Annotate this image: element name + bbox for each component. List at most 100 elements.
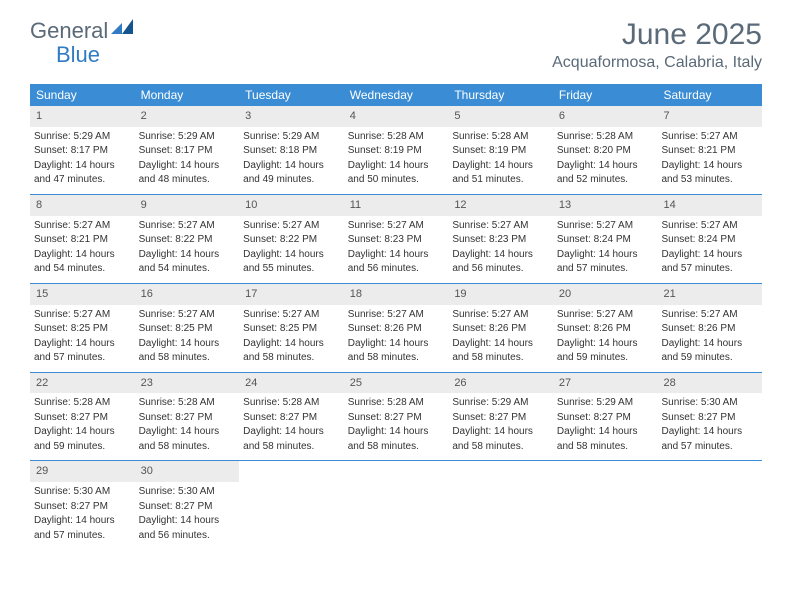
day-line: and 58 minutes.	[452, 440, 549, 454]
day-line: Sunrise: 5:27 AM	[661, 308, 758, 322]
day-line: Sunset: 8:23 PM	[348, 233, 445, 247]
day-line: Sunset: 8:20 PM	[557, 144, 654, 158]
day-line: Daylight: 14 hours	[661, 159, 758, 173]
day-number: 24	[239, 373, 344, 394]
day-line: Daylight: 14 hours	[139, 337, 236, 351]
day-number: 11	[344, 195, 449, 216]
day-cell: 28Sunrise: 5:30 AMSunset: 8:27 PMDayligh…	[657, 373, 762, 461]
day-line: Sunset: 8:17 PM	[34, 144, 131, 158]
day-line: Daylight: 14 hours	[452, 159, 549, 173]
day-line: Daylight: 14 hours	[139, 425, 236, 439]
weekday-header: Sunday	[30, 84, 135, 106]
logo-subline: Blue	[56, 42, 100, 68]
day-line: Daylight: 14 hours	[557, 337, 654, 351]
day-line: Sunset: 8:22 PM	[139, 233, 236, 247]
day-content: Sunrise: 5:28 AMSunset: 8:19 PMDaylight:…	[448, 130, 553, 187]
day-line: and 57 minutes.	[661, 262, 758, 276]
day-content: Sunrise: 5:29 AMSunset: 8:18 PMDaylight:…	[239, 130, 344, 187]
day-line: Daylight: 14 hours	[348, 425, 445, 439]
day-line: and 48 minutes.	[139, 173, 236, 187]
day-cell: 4Sunrise: 5:28 AMSunset: 8:19 PMDaylight…	[344, 106, 449, 194]
day-line: Daylight: 14 hours	[139, 248, 236, 262]
day-number: 3	[239, 106, 344, 127]
day-line: and 59 minutes.	[34, 440, 131, 454]
day-cell: 27Sunrise: 5:29 AMSunset: 8:27 PMDayligh…	[553, 373, 658, 461]
day-cell: 30 Sunrise: 5:30 AMSunset: 8:27 PMDayligh…	[135, 461, 240, 549]
day-line: Sunset: 8:17 PM	[139, 144, 236, 158]
day-line: and 58 minutes.	[557, 440, 654, 454]
day-cell: 11Sunrise: 5:27 AMSunset: 8:23 PMDayligh…	[344, 195, 449, 283]
weekday-header: Monday	[135, 84, 240, 106]
day-line: Sunrise: 5:27 AM	[661, 219, 758, 233]
day-line: Daylight: 14 hours	[348, 337, 445, 351]
day-line: Sunrise: 5:30 AM	[34, 485, 131, 499]
day-content: Sunrise: 5:28 AMSunset: 8:20 PMDaylight:…	[553, 130, 658, 187]
day-line: Sunset: 8:18 PM	[243, 144, 340, 158]
day-line: Daylight: 14 hours	[661, 337, 758, 351]
day-line: Sunset: 8:19 PM	[348, 144, 445, 158]
empty-day-cell	[239, 461, 344, 549]
day-cell: 3 Sunrise: 5:29 AMSunset: 8:18 PMDaylight…	[239, 106, 344, 194]
day-line: Sunset: 8:24 PM	[661, 233, 758, 247]
day-cell: 25Sunrise: 5:28 AMSunset: 8:27 PMDayligh…	[344, 373, 449, 461]
day-content: Sunrise: 5:29 AMSunset: 8:27 PMDaylight:…	[448, 396, 553, 453]
day-line: Sunrise: 5:27 AM	[139, 308, 236, 322]
day-line: and 54 minutes.	[34, 262, 131, 276]
day-content: Sunrise: 5:30 AMSunset: 8:27 PMDaylight:…	[30, 485, 135, 542]
day-line: Sunrise: 5:27 AM	[34, 219, 131, 233]
day-line: Sunset: 8:25 PM	[139, 322, 236, 336]
day-line: Sunrise: 5:27 AM	[348, 308, 445, 322]
day-line: and 51 minutes.	[452, 173, 549, 187]
day-line: and 56 minutes.	[452, 262, 549, 276]
day-cell: 16Sunrise: 5:27 AMSunset: 8:25 PMDayligh…	[135, 284, 240, 372]
day-content: Sunrise: 5:28 AMSunset: 8:27 PMDaylight:…	[239, 396, 344, 453]
day-content: Sunrise: 5:30 AMSunset: 8:27 PMDaylight:…	[657, 396, 762, 453]
day-cell: 7Sunrise: 5:27 AMSunset: 8:21 PMDaylight…	[657, 106, 762, 194]
day-line: Sunrise: 5:29 AM	[452, 396, 549, 410]
day-line: Sunrise: 5:28 AM	[243, 396, 340, 410]
day-cell: 20Sunrise: 5:27 AMSunset: 8:26 PMDayligh…	[553, 284, 658, 372]
day-line: Sunset: 8:25 PM	[243, 322, 340, 336]
day-content: Sunrise: 5:30 AMSunset: 8:27 PMDaylight:…	[135, 485, 240, 542]
day-line: Sunset: 8:27 PM	[452, 411, 549, 425]
day-line: Daylight: 14 hours	[557, 425, 654, 439]
day-line: Daylight: 14 hours	[139, 159, 236, 173]
day-cell: 8Sunrise: 5:27 AMSunset: 8:21 PMDaylight…	[30, 195, 135, 283]
day-content: Sunrise: 5:27 AMSunset: 8:26 PMDaylight:…	[344, 308, 449, 365]
day-number: 6	[553, 106, 658, 127]
day-number: 25	[344, 373, 449, 394]
day-line: Sunset: 8:27 PM	[139, 411, 236, 425]
day-line: and 58 minutes.	[243, 351, 340, 365]
day-number: 4	[344, 106, 449, 127]
day-number: 28	[657, 373, 762, 394]
logo-line1: General	[30, 18, 135, 44]
day-cell: 22Sunrise: 5:28 AMSunset: 8:27 PMDayligh…	[30, 373, 135, 461]
day-line: Sunrise: 5:28 AM	[348, 130, 445, 144]
day-number: 20	[553, 284, 658, 305]
day-content: Sunrise: 5:27 AMSunset: 8:25 PMDaylight:…	[135, 308, 240, 365]
week-row: 1Sunrise: 5:29 AMSunset: 8:17 PMDaylight…	[30, 106, 762, 195]
day-line: Sunrise: 5:28 AM	[34, 396, 131, 410]
day-line: and 57 minutes.	[557, 262, 654, 276]
weekday-header: Wednesday	[344, 84, 449, 106]
day-line: and 58 minutes.	[348, 351, 445, 365]
day-line: and 57 minutes.	[34, 529, 131, 543]
day-line: Sunrise: 5:28 AM	[452, 130, 549, 144]
day-line: Daylight: 14 hours	[348, 248, 445, 262]
day-line: Daylight: 14 hours	[452, 337, 549, 351]
day-line: Sunset: 8:27 PM	[661, 411, 758, 425]
day-number: 7	[657, 106, 762, 127]
day-line: Sunset: 8:27 PM	[139, 500, 236, 514]
day-content: Sunrise: 5:29 AMSunset: 8:17 PMDaylight:…	[30, 130, 135, 187]
day-line: Sunset: 8:26 PM	[661, 322, 758, 336]
logo-triangle-icon	[111, 18, 135, 38]
empty-day-cell	[657, 461, 762, 549]
day-number: 30	[135, 461, 240, 482]
day-cell: 14Sunrise: 5:27 AMSunset: 8:24 PMDayligh…	[657, 195, 762, 283]
day-line: Daylight: 14 hours	[139, 514, 236, 528]
day-line: and 52 minutes.	[557, 173, 654, 187]
day-content: Sunrise: 5:27 AMSunset: 8:25 PMDaylight:…	[30, 308, 135, 365]
day-cell: 2Sunrise: 5:29 AMSunset: 8:17 PMDaylight…	[135, 106, 240, 194]
day-number: 8	[30, 195, 135, 216]
page-title: June 2025	[552, 18, 762, 52]
